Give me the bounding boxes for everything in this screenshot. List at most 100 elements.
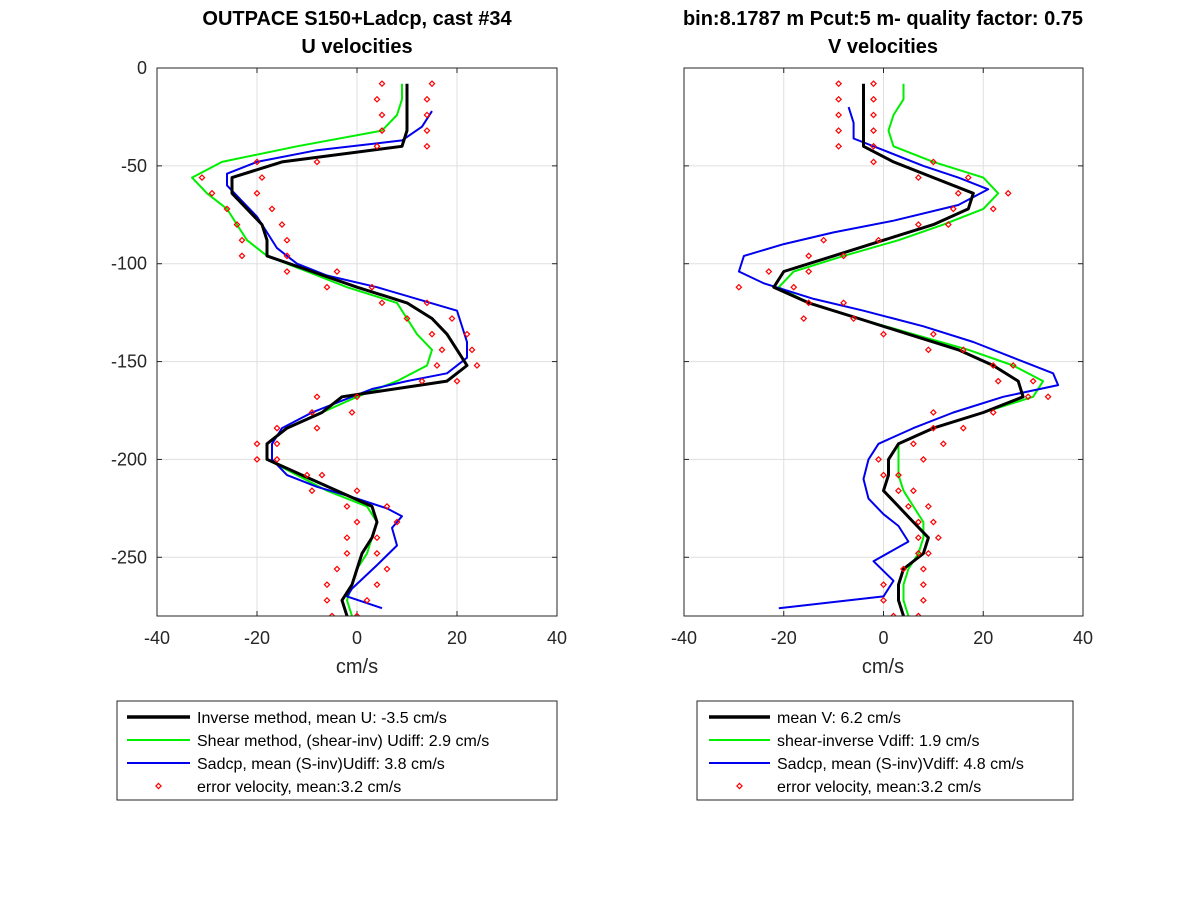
chart-v-velocities: bin:8.1787 m Pcut:5 m- quality factor: 0… — [671, 8, 1093, 801]
chart-u-velocities: OUTPACE S150+Ladcp, cast #34 U velocitie… — [111, 8, 567, 801]
error-velocity-point — [238, 236, 246, 244]
error-velocity-point — [1044, 393, 1052, 401]
error-velocity-point — [318, 471, 326, 479]
error-velocity-point — [904, 502, 912, 510]
legend-marker — [736, 782, 743, 790]
series-line — [772, 83, 1025, 616]
error-velocity-point — [278, 221, 286, 229]
error-velocity-point — [909, 487, 917, 495]
chart-subtitle: U velocities — [301, 36, 412, 58]
error-velocity-point — [840, 252, 848, 260]
tick-labels: -40 -20 0 20 400-50-100-150-200-250 — [111, 58, 567, 648]
error-velocity-point — [914, 549, 922, 557]
error-velocity-point — [308, 487, 316, 495]
error-velocity-point — [423, 142, 431, 150]
error-velocity-point — [934, 534, 942, 542]
error-velocity-point — [328, 612, 336, 616]
error-velocity-point — [765, 268, 773, 275]
x-tick-label: -20 — [244, 628, 270, 648]
error-velocity-point — [418, 377, 426, 385]
error-velocity-point — [273, 440, 281, 448]
error-velocity-point — [805, 268, 813, 275]
error-velocity-point — [959, 346, 967, 354]
error-velocity-point — [438, 346, 446, 354]
error-velocity-point — [989, 409, 997, 416]
x-tick-label: 0 — [878, 628, 888, 648]
error-velocity-point — [939, 440, 947, 448]
error-velocity-point — [1029, 377, 1037, 385]
error-velocity-point — [428, 330, 436, 338]
error-velocity-point — [870, 80, 877, 88]
x-tick-label: -40 — [671, 628, 697, 648]
error-velocity-point — [835, 95, 843, 103]
series-line — [777, 83, 1045, 616]
error-velocity-point — [919, 565, 927, 573]
legend: Inverse method, mean U: -3.5 cm/s Shear m… — [116, 700, 558, 801]
chart-title: OUTPACE S150+Ladcp, cast #34 — [202, 8, 512, 30]
error-velocity-point — [253, 158, 261, 166]
error-velocity-point — [343, 502, 351, 510]
error-velocity-point — [735, 283, 743, 291]
error-velocity-point — [468, 346, 476, 354]
error-velocity-point — [914, 174, 922, 182]
error-velocity-point — [363, 596, 371, 604]
series-line — [226, 110, 468, 610]
x-tick-label: -20 — [771, 628, 797, 648]
error-velocity-point — [463, 330, 471, 338]
error-velocity-point — [343, 549, 351, 557]
chart-subtitle: V velocities — [828, 36, 938, 58]
error-velocity-point — [835, 80, 843, 88]
error-velocity-point — [283, 252, 291, 260]
error-velocity-point — [403, 315, 411, 322]
error-velocity-point — [373, 95, 381, 103]
legend-marker — [155, 782, 162, 790]
grid — [156, 67, 558, 616]
error-velocity-point — [253, 189, 261, 197]
error-velocity-point — [378, 299, 386, 307]
error-velocity-point — [870, 142, 877, 150]
error-velocity-point — [919, 581, 927, 589]
error-velocity-point — [954, 189, 962, 197]
error-velocity-point — [393, 518, 401, 526]
x-tick-label: -40 — [144, 628, 170, 648]
grid — [683, 67, 1084, 616]
error-velocity-point — [253, 455, 261, 463]
tick-labels: -40 -20 0 20 40 — [671, 628, 1093, 648]
y-tick-label: -50 — [121, 156, 147, 176]
legend-label: mean V: 6.2 cm/s — [777, 710, 901, 727]
error-velocity-point — [273, 424, 281, 432]
error-velocity-point — [273, 455, 281, 463]
error-velocity-point — [323, 596, 331, 604]
error-velocity-point — [880, 471, 887, 479]
error-velocity-point — [343, 534, 351, 542]
error-velocity-point — [959, 424, 967, 432]
error-velocity-point — [323, 283, 331, 291]
error-velocity-point — [929, 158, 937, 166]
plot-series-group — [191, 80, 481, 616]
error-velocity-point — [914, 612, 922, 616]
error-velocity-point — [313, 424, 321, 432]
error-velocity-point — [283, 236, 291, 244]
error-velocity-point — [303, 471, 311, 479]
error-velocity-point — [964, 174, 972, 182]
y-tick-label: -250 — [111, 547, 147, 567]
error-velocity-point — [924, 549, 932, 557]
error-velocity-point — [805, 299, 813, 307]
error-velocity-point — [870, 95, 877, 103]
error-velocity-point — [233, 221, 241, 229]
error-velocity-point — [423, 127, 431, 135]
error-velocity-point — [840, 299, 848, 307]
error-velocity-point — [308, 409, 316, 416]
error-velocity-point — [198, 174, 206, 182]
x-tick-label: 20 — [973, 628, 993, 648]
legend-label: Inverse method, mean U: -3.5 cm/s — [197, 710, 447, 727]
error-velocity-point — [473, 362, 481, 369]
x-tick-label: 0 — [352, 628, 362, 648]
error-velocity-point — [989, 205, 997, 213]
error-velocity-point — [353, 393, 361, 401]
series-line — [230, 83, 469, 616]
x-tick-label: 20 — [447, 628, 467, 648]
error-velocity-point — [994, 377, 1002, 385]
error-velocity-point — [283, 268, 291, 275]
error-velocity-point — [900, 565, 907, 573]
